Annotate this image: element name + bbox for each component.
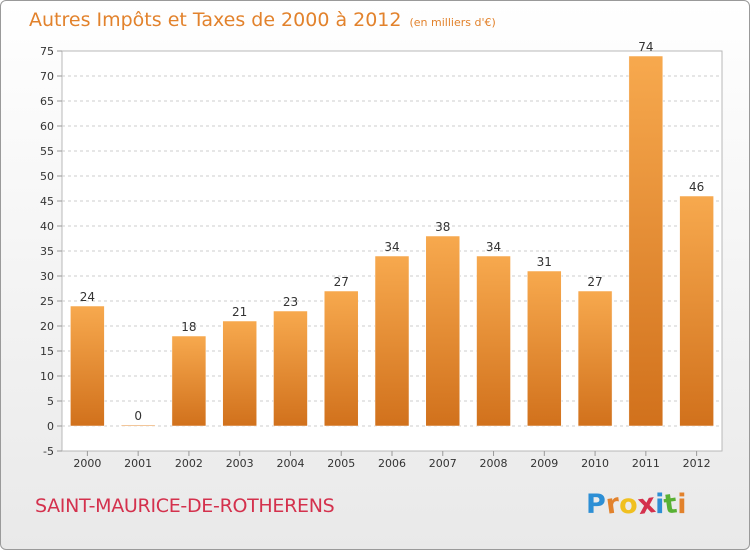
x-tick-label: 2001 [124, 457, 152, 470]
logo-letter: o [619, 489, 638, 520]
x-tick-label: 2010 [581, 457, 609, 470]
chart-subtitle: (en milliers d'€) [409, 16, 496, 29]
y-tick-label: 5 [47, 395, 54, 408]
y-tick-label: 15 [40, 345, 54, 358]
bar-2002 [171, 335, 207, 427]
bar-2001 [120, 424, 156, 427]
y-tick-label: 20 [40, 320, 54, 333]
bar-2008 [476, 255, 511, 427]
bar-value-label: 18 [181, 320, 196, 334]
x-tick-label: 2006 [378, 457, 406, 470]
bar-value-label: 21 [232, 305, 247, 319]
bar-2004 [273, 310, 308, 427]
y-tick-label: 40 [40, 220, 54, 233]
logo-letter: x [635, 487, 658, 522]
bar-value-label: 27 [587, 275, 602, 289]
bar-value-label: 31 [537, 255, 552, 269]
bar-value-label: 46 [689, 180, 704, 194]
y-tick-label: 30 [40, 270, 54, 283]
y-tick-label: 50 [40, 170, 54, 183]
y-tick-label: 55 [40, 145, 54, 158]
bar-value-label: 74 [638, 40, 653, 54]
bar-value-label: 24 [80, 290, 95, 304]
bar-2003 [222, 320, 257, 427]
logo-letter: P [586, 489, 606, 520]
bar-2010 [577, 290, 613, 427]
chart-title-text: Autres Impôts et Taxes de 2000 à 2012 [29, 9, 402, 31]
x-tick-label: 2012 [683, 457, 711, 470]
x-tick-label: 2003 [226, 457, 254, 470]
commune-name: SAINT-MAURICE-DE-ROTHERENS [35, 495, 335, 517]
bar-value-label: 38 [435, 220, 450, 234]
x-tick-label: 2008 [480, 457, 508, 470]
x-tick-label: 2004 [276, 457, 304, 470]
bar-2005 [323, 290, 359, 427]
bar-2006 [374, 255, 410, 427]
bar-value-label: 23 [283, 295, 298, 309]
y-tick-label: 45 [40, 195, 54, 208]
proxiti-logo: Proxiti [586, 487, 687, 522]
y-tick-label: 75 [40, 45, 54, 58]
bar-2012 [679, 195, 714, 427]
y-tick-label: 60 [40, 120, 54, 133]
bar-value-label: 27 [334, 275, 349, 289]
bar-2000 [70, 305, 105, 427]
y-tick-label: 10 [40, 370, 54, 383]
x-tick-label: 2007 [429, 457, 457, 470]
bar-value-label: 34 [384, 240, 399, 254]
bar-value-label: 34 [486, 240, 501, 254]
logo-letter: i [677, 489, 687, 520]
x-tick-label: 2009 [530, 457, 558, 470]
y-tick-label: 70 [40, 70, 54, 83]
x-tick-label: 2005 [327, 457, 355, 470]
bar-2011 [628, 55, 664, 427]
logo-letter: i [655, 489, 665, 520]
y-tick-label: -5 [43, 445, 54, 458]
x-tick-label: 2002 [175, 457, 203, 470]
x-tick-label: 2011 [632, 457, 660, 470]
bar-value-label: 0 [134, 409, 142, 423]
x-tick-label: 2000 [73, 457, 101, 470]
y-tick-label: 25 [40, 295, 54, 308]
chart-title: Autres Impôts et Taxes de 2000 à 2012 (en… [29, 9, 496, 31]
y-tick-label: 65 [40, 95, 54, 108]
y-tick-label: 35 [40, 245, 54, 258]
bar-2009 [527, 270, 562, 427]
y-tick-label: 0 [47, 420, 54, 433]
bar-2007 [425, 235, 461, 427]
